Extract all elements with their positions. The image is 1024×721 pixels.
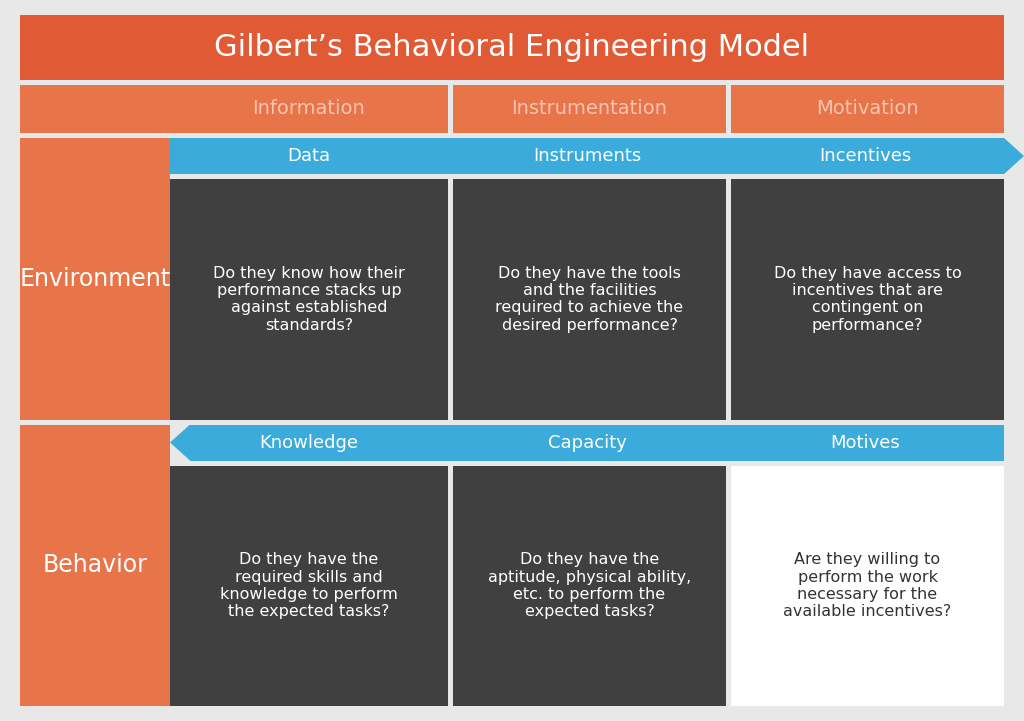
- Text: Do they know how their
performance stacks up
against established
standards?: Do they know how their performance stack…: [213, 265, 404, 333]
- Text: Motives: Motives: [830, 433, 900, 451]
- Text: Data: Data: [288, 147, 331, 165]
- Polygon shape: [170, 425, 190, 461]
- Bar: [453, 466, 726, 706]
- Bar: [453, 85, 726, 133]
- Polygon shape: [1004, 138, 1024, 174]
- Bar: [170, 138, 1004, 174]
- Bar: [731, 85, 1004, 133]
- Bar: [731, 466, 1004, 706]
- Bar: [731, 179, 1004, 420]
- Bar: [190, 425, 1004, 461]
- Bar: [453, 179, 726, 420]
- Text: Capacity: Capacity: [548, 433, 627, 451]
- Text: Do they have access to
incentives that are
contingent on
performance?: Do they have access to incentives that a…: [773, 265, 962, 333]
- Bar: [170, 466, 449, 706]
- Text: Knowledge: Knowledge: [259, 433, 358, 451]
- Text: Instruments: Instruments: [532, 147, 641, 165]
- Bar: [20, 85, 170, 133]
- Text: Do they have the
required skills and
knowledge to perform
the expected tasks?: Do they have the required skills and kno…: [220, 552, 398, 619]
- Text: Motivation: Motivation: [816, 99, 919, 118]
- Text: Environment: Environment: [19, 267, 171, 291]
- Text: Do they have the
aptitude, physical ability,
etc. to perform the
expected tasks?: Do they have the aptitude, physical abil…: [487, 552, 691, 619]
- Text: Gilbert’s Behavioral Engineering Model: Gilbert’s Behavioral Engineering Model: [214, 33, 810, 62]
- Text: Information: Information: [253, 99, 366, 118]
- Text: Are they willing to
perform the work
necessary for the
available incentives?: Are they willing to perform the work nec…: [783, 552, 951, 619]
- Text: Instrumentation: Instrumentation: [512, 99, 668, 118]
- Bar: [20, 15, 1004, 80]
- Bar: [170, 179, 449, 420]
- Text: Behavior: Behavior: [43, 553, 147, 578]
- Bar: [20, 425, 170, 706]
- Text: Incentives: Incentives: [819, 147, 911, 165]
- Text: Do they have the tools
and the facilities
required to achieve the
desired perfor: Do they have the tools and the facilitie…: [496, 265, 684, 333]
- Bar: [20, 138, 170, 420]
- Bar: [170, 85, 449, 133]
